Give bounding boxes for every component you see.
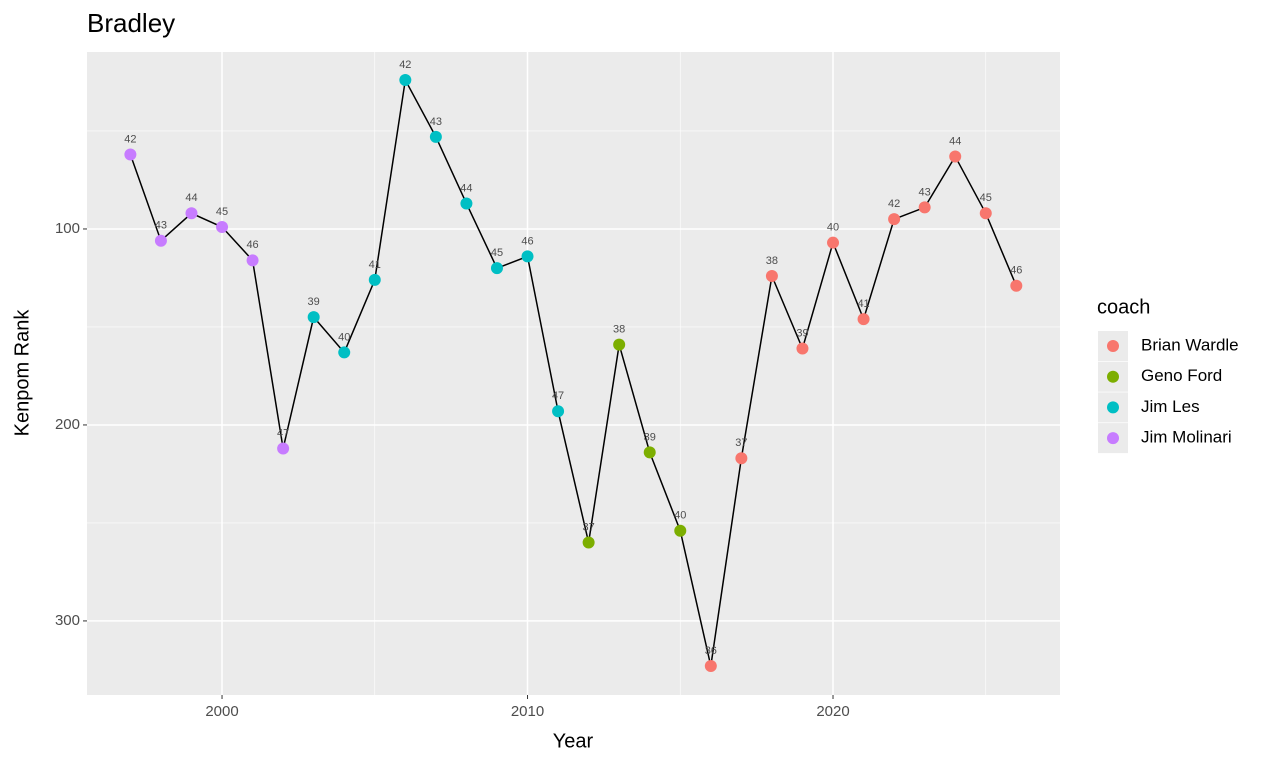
point-label: 40 [338, 331, 350, 343]
point-label: 39 [644, 431, 656, 443]
data-point [521, 250, 534, 263]
data-point [796, 342, 809, 355]
data-point [185, 207, 198, 220]
legend-label: Brian Wardle [1141, 335, 1239, 354]
point-label: 41 [857, 298, 869, 310]
data-point [765, 270, 778, 283]
data-point [857, 313, 870, 326]
y-axis-title: Kenpom Rank [11, 309, 33, 437]
point-label: 45 [980, 192, 992, 204]
y-tick-label: 100 [55, 220, 80, 237]
point-label: 46 [521, 235, 533, 247]
legend-title: coach [1097, 296, 1150, 318]
point-label: 44 [185, 192, 197, 204]
legend-swatch [1107, 370, 1119, 383]
point-label: 44 [949, 135, 961, 147]
point-label: 43 [155, 220, 167, 232]
point-label: 38 [613, 323, 625, 335]
y-tick-label: 200 [55, 416, 80, 433]
plot-panel [87, 52, 1060, 695]
point-label: 42 [124, 133, 136, 145]
point-label: 42 [888, 198, 900, 210]
data-point [429, 130, 442, 143]
point-label: 41 [369, 259, 381, 271]
point-label: 42 [399, 59, 411, 71]
legend-label: Jim Les [1141, 397, 1200, 416]
data-point [949, 150, 962, 163]
point-label: 45 [216, 206, 228, 218]
point-label: 46 [246, 239, 258, 251]
point-label: 37 [735, 437, 747, 449]
data-point [1010, 279, 1023, 292]
data-point [307, 311, 320, 324]
data-point [338, 346, 351, 359]
point-label: 40 [827, 222, 839, 234]
legend-label: Jim Molinari [1141, 428, 1232, 447]
data-point [552, 405, 565, 418]
x-tick-label: 2020 [816, 703, 849, 720]
point-label: 45 [491, 247, 503, 259]
data-point [246, 254, 259, 267]
legend-swatch [1107, 401, 1119, 414]
data-point [154, 234, 167, 247]
data-line [129, 77, 1018, 667]
point-label: 39 [308, 296, 320, 308]
point-label: 47 [552, 390, 564, 402]
data-point [216, 221, 229, 234]
chart-title: Bradley [87, 8, 175, 38]
data-point [704, 659, 717, 672]
point-label: 38 [766, 255, 778, 267]
data-point [643, 446, 656, 459]
data-point [460, 197, 473, 210]
legend-swatch [1107, 432, 1119, 445]
data-point [888, 213, 901, 226]
data-point [368, 273, 381, 286]
data-point [735, 452, 748, 465]
data-point [277, 442, 290, 455]
data-point [399, 74, 412, 87]
data-point [490, 262, 503, 275]
y-tick-label: 300 [55, 612, 80, 629]
point-label: 43 [430, 116, 442, 128]
point-label: 46 [1010, 265, 1022, 277]
data-point [124, 148, 137, 161]
data-point [674, 524, 687, 537]
data-point [827, 236, 840, 249]
data-point [582, 536, 595, 549]
legend-swatch [1107, 340, 1119, 352]
point-label: 40 [674, 510, 686, 522]
data-point [918, 201, 931, 214]
point-label: 44 [460, 182, 472, 194]
point-label: 36 [705, 645, 717, 657]
point-label: 47 [277, 427, 289, 439]
data-point [613, 338, 626, 351]
x-tick-label: 2000 [205, 703, 238, 720]
point-label: 43 [919, 186, 931, 198]
x-axis-title: Year [553, 730, 594, 752]
x-tick-label: 2010 [511, 703, 544, 720]
legend-label: Geno Ford [1141, 366, 1222, 385]
point-label: 39 [796, 327, 808, 339]
data-point [979, 207, 992, 220]
point-label: 37 [582, 521, 594, 533]
